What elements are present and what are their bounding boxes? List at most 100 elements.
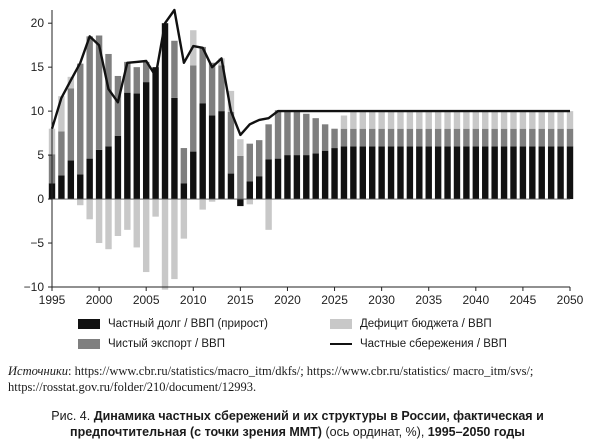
bar-1-2008 [171, 40, 178, 98]
bar-1-1999 [86, 36, 93, 159]
bar-0-2050 [566, 146, 574, 200]
bar-1-2019 [274, 110, 282, 159]
legend-swatch-private-savings [330, 343, 352, 345]
bar-1-2037 [444, 128, 451, 147]
legend-label-net-exports: Чистый экспорт / ВВП [108, 338, 225, 350]
legend-item-private-debt: Частный долг / ВВП (прирост) [78, 318, 268, 330]
bar-0-2017 [255, 176, 263, 200]
bar-1-2028 [359, 128, 367, 147]
x-tick-label-1995: 1995 [39, 293, 66, 307]
bar-0-2001 [105, 146, 112, 200]
bar-0-2002 [114, 135, 122, 200]
bar-2-2040 [472, 111, 480, 129]
y-tick-label-0: 0 [37, 192, 44, 206]
bar-1-2035 [425, 128, 432, 147]
bar-2-2027 [350, 111, 357, 129]
bar-1-2013 [218, 65, 225, 112]
bar-2-2037 [444, 111, 451, 129]
bar-0-2030 [378, 146, 385, 200]
bar-1-2017 [255, 140, 263, 177]
y-tick-label-10: 10 [31, 104, 45, 118]
bar-1-2003 [124, 61, 131, 93]
bar-0-2026 [340, 146, 348, 200]
bar-2-2038 [453, 111, 461, 129]
bar-1-2000 [95, 35, 103, 150]
legend-label-private-savings: Частные сбережения / ВВП [360, 338, 507, 350]
bar-1-2042 [491, 128, 498, 147]
legend-item-budget-deficit: Дефицит бюджета / ВВП [330, 318, 492, 330]
bar-2-2039 [463, 111, 470, 129]
bar-2-2016 [246, 199, 253, 205]
bar-1-2022 [303, 113, 310, 156]
bar-1-2049 [557, 128, 564, 147]
bar-2-2005 [142, 199, 150, 273]
bar-0-2019 [274, 158, 282, 200]
bar-1-2043 [500, 128, 508, 147]
bar-0-2029 [369, 146, 376, 200]
bar-0-2035 [425, 146, 432, 200]
bar-0-2000 [95, 149, 103, 200]
bar-1-2046 [529, 128, 536, 147]
bar-2-2004 [133, 199, 140, 248]
bar-2-2030 [378, 111, 385, 129]
x-tick-label-2000: 2000 [86, 293, 113, 307]
caption-axis-note: (ось ординат, %), [325, 425, 425, 439]
y-tick-label-20: 20 [31, 16, 45, 30]
bar-1-2050 [566, 128, 574, 147]
bar-2-2011 [199, 199, 206, 210]
bar-0-2046 [529, 146, 536, 200]
x-tick-label-2025: 2025 [321, 293, 348, 307]
bar-0-2024 [321, 150, 329, 200]
bar-1-2014 [227, 112, 235, 174]
bar-2-2050 [566, 111, 574, 129]
bar-2-2007 [161, 199, 169, 290]
bar-0-2027 [350, 146, 357, 200]
bar-0-2031 [387, 146, 395, 200]
bar-0-2012 [208, 115, 216, 200]
bar-2-1998 [77, 199, 84, 206]
bar-1-2023 [312, 118, 319, 154]
figure-caption: Рис. 4. Динамика частных сбережений и их… [0, 408, 595, 440]
bar-1-2040 [472, 128, 480, 147]
bar-1-2036 [434, 128, 442, 147]
legend-swatch-net-exports [78, 339, 100, 349]
bar-0-2008 [171, 97, 178, 200]
bar-1-2009 [180, 148, 188, 184]
bar-2-2042 [491, 111, 498, 129]
bar-0-2034 [416, 146, 423, 200]
bar-1-2018 [265, 124, 272, 160]
bar-1-2041 [482, 128, 489, 147]
bar-2-2046 [529, 111, 536, 129]
bar-1-2012 [208, 62, 216, 116]
bar-1-2011 [199, 46, 206, 104]
legend-label-private-debt: Частный долг / ВВП (прирост) [108, 318, 268, 330]
bar-1-2030 [378, 128, 385, 147]
bar-2-2002 [114, 199, 122, 236]
bar-2-2000 [95, 199, 103, 244]
caption-title: Динамика частных сбережений и их структу… [70, 409, 544, 439]
bar-1-2025 [331, 128, 338, 149]
bar-2-2045 [519, 111, 527, 129]
bar-1-2027 [350, 128, 357, 147]
bar-0-2025 [331, 148, 338, 200]
bar-0-2022 [303, 155, 310, 200]
bar-2-2047 [538, 111, 545, 129]
bar-2-2032 [397, 111, 404, 129]
bar-1-2026 [340, 128, 348, 147]
x-tick-label-2035: 2035 [415, 293, 442, 307]
caption-period: 1995–2050 годы [427, 425, 525, 439]
bar-2-2003 [124, 199, 131, 230]
sources-note: Источники: https://www.cbr.ru/statistics… [8, 363, 590, 395]
bar-1-2048 [547, 128, 555, 147]
bar-0-2018 [265, 159, 272, 200]
bar-1-2032 [397, 128, 404, 147]
bar-2-2036 [434, 111, 442, 129]
bar-2-2018 [265, 199, 272, 230]
sources-label: Источники [8, 364, 69, 378]
bar-0-2006 [152, 67, 159, 200]
bar-1-2010 [190, 65, 197, 152]
bar-1-2039 [463, 128, 470, 147]
bar-0-2014 [227, 173, 235, 200]
bar-0-2045 [519, 146, 527, 200]
bar-1-2029 [369, 128, 376, 147]
